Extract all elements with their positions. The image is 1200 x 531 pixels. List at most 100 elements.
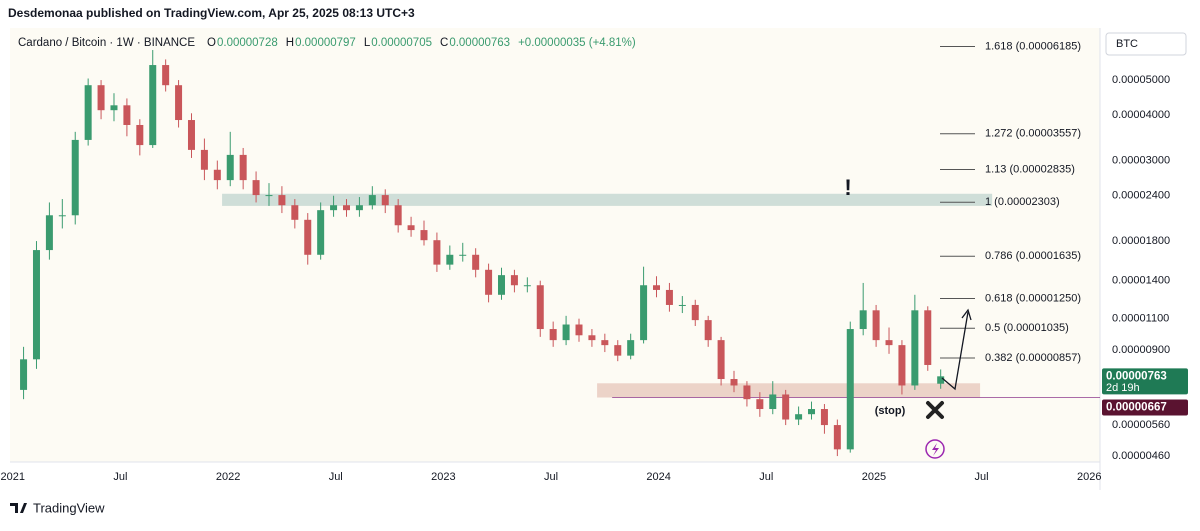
stop-tag-label: 0.00000667	[1106, 402, 1167, 414]
symbol: Cardano / Bitcoin · 1W · BINANCE	[18, 37, 195, 49]
currency-box[interactable]	[1105, 32, 1187, 56]
candle-body	[58, 215, 66, 217]
stop-note: (stop)	[875, 405, 906, 417]
ohlc-key: H	[286, 37, 294, 49]
fib-label: 1 (0.00002303)	[985, 196, 1060, 208]
candle-body	[717, 340, 725, 380]
x-tick-label: 2026	[1077, 471, 1101, 483]
y-tick-label: 0.00001100	[1112, 313, 1169, 325]
candle-body	[911, 310, 919, 386]
candle-body	[304, 219, 312, 255]
candle-body	[446, 254, 454, 265]
x-tick-label: 2023	[431, 471, 455, 483]
candle-body	[924, 310, 932, 365]
y-tick-label: 0.00000900	[1112, 344, 1170, 356]
candle-body	[394, 205, 402, 226]
y-tick-label: 0.00001800	[1112, 235, 1170, 247]
candle-body	[407, 225, 415, 231]
candle-body	[472, 254, 480, 270]
candle-body	[704, 320, 712, 341]
zone	[597, 383, 981, 398]
candle-body	[97, 85, 105, 111]
currency: BTC	[1116, 38, 1138, 50]
candle-body	[627, 340, 635, 356]
price-tag-label: 0.00000763	[1106, 370, 1167, 382]
candle-body	[252, 180, 260, 196]
fib-label: 0.5 (0.00001035)	[985, 322, 1069, 334]
candle-body	[859, 310, 867, 330]
x-tick-label: 2024	[646, 471, 670, 483]
candle-body	[200, 149, 208, 170]
candle-body	[187, 120, 195, 150]
candle-body	[459, 254, 467, 256]
candle-body	[291, 205, 299, 220]
candle-body	[498, 275, 506, 295]
candle-body	[937, 376, 945, 384]
y-tick-label: 0.00003000	[1112, 154, 1170, 166]
candle-body	[45, 215, 53, 251]
candle-body	[614, 345, 622, 356]
x-tick-label: 2021	[1, 471, 25, 483]
brand: TradingView	[33, 500, 105, 515]
candle-body	[665, 289, 673, 305]
candle-body	[820, 409, 828, 426]
price-tag	[1102, 368, 1188, 395]
y-tick-label: 0.00001400	[1112, 275, 1170, 287]
candle-body	[213, 169, 221, 181]
stop-tag	[1102, 399, 1188, 416]
x-tick-label: Jul	[759, 471, 773, 483]
cross-mark	[926, 401, 944, 419]
fib-label: 1.272 (0.00003557)	[985, 128, 1081, 140]
y-tick-label: 0.00004000	[1112, 109, 1170, 121]
fib-label: 1.618 (0.00006185)	[985, 40, 1081, 52]
event-bolt	[932, 443, 939, 456]
candle-body	[885, 340, 893, 346]
candle-body	[355, 205, 363, 211]
candle-body	[278, 195, 286, 206]
candle-body	[795, 414, 803, 420]
candle-body	[730, 379, 738, 386]
candle-body	[32, 250, 40, 360]
fib-label: 0.382 (0.00000857)	[985, 352, 1081, 364]
candle-body	[808, 409, 816, 415]
event-icon[interactable]	[925, 439, 945, 459]
y-tick-label: 0.00000460	[1112, 450, 1170, 462]
x-tick-label: Jul	[975, 471, 989, 483]
candle-body	[433, 240, 441, 265]
candle-body	[653, 285, 661, 290]
fib-label: 1.13 (0.00002835)	[985, 163, 1075, 175]
candle-body	[226, 154, 234, 181]
ohlc-value: 0.00000763	[449, 37, 510, 49]
x-tick-label: Jul	[329, 471, 343, 483]
candle-body	[485, 269, 493, 295]
countdown: 2d 19h	[1106, 382, 1140, 394]
candle-body	[756, 399, 764, 410]
candle-body	[123, 105, 131, 125]
candle-body	[743, 385, 751, 400]
projection-arrow	[941, 311, 969, 391]
zone	[222, 193, 993, 206]
candle-body	[872, 310, 880, 341]
alert-mark: !	[844, 175, 851, 200]
candle-body	[162, 65, 170, 86]
candle-body	[691, 304, 699, 321]
candle-body	[71, 139, 79, 216]
x-tick-label: 2022	[216, 471, 240, 483]
x-tick-label: Jul	[544, 471, 558, 483]
y-tick-label: 0.00005000	[1112, 74, 1170, 86]
x-tick-label: Jul	[113, 471, 127, 483]
candle-body	[317, 210, 325, 255]
ohlc-key: C	[440, 37, 448, 49]
x-tick-label: 2025	[862, 471, 886, 483]
ohlc-key: L	[364, 37, 371, 49]
candle-body	[575, 324, 583, 336]
candle-body	[769, 394, 777, 410]
logo: TradingView	[10, 500, 105, 515]
candle-body	[601, 340, 609, 346]
candle-body	[640, 285, 648, 341]
candle-body	[562, 324, 570, 341]
ohlc-change: +0.00000035 (+4.81%)	[518, 37, 636, 49]
ohlc-value: 0.00000797	[295, 37, 356, 49]
candle-body	[239, 154, 247, 181]
